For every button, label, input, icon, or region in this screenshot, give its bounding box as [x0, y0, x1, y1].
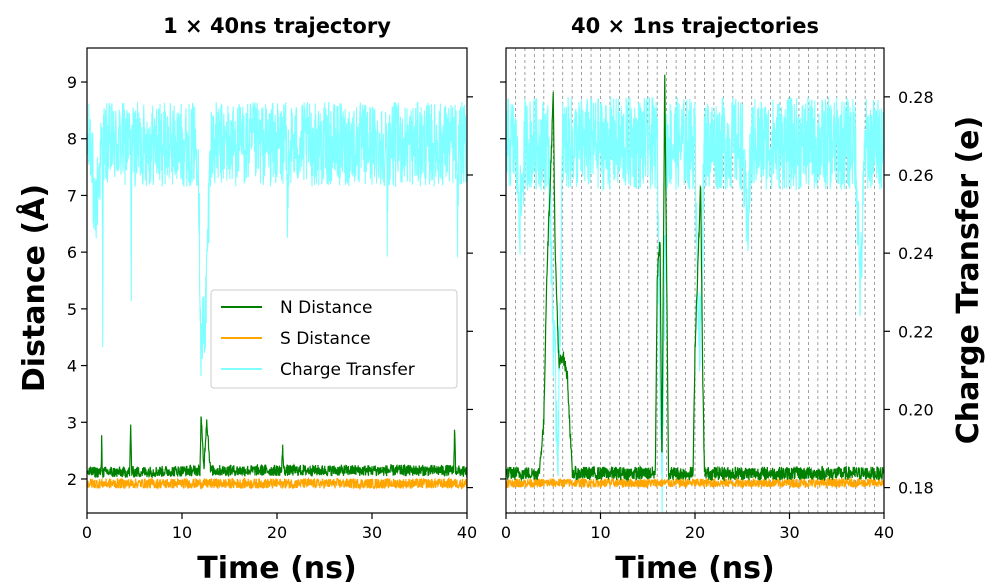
left-x-tick-label: 20	[267, 523, 287, 542]
left-y-tick-label: 9	[67, 73, 77, 92]
left-y-tick-label: 8	[67, 130, 77, 149]
legend-charge-transfer-label: Charge Transfer	[280, 360, 415, 380]
right-y-tick-label: 0.24	[898, 244, 934, 263]
left-series-group	[87, 101, 467, 491]
left-s-distance-line	[87, 476, 467, 491]
left-x-tick-label: 10	[172, 523, 192, 542]
right-n-distance-line	[506, 74, 884, 482]
left-y-tick-label: 4	[67, 357, 77, 376]
left-charge-transfer-line	[87, 101, 467, 376]
right-x-tick-label: 10	[590, 523, 610, 542]
right-y-tick-label: 0.18	[898, 479, 934, 498]
left-y-tick-label: 6	[67, 243, 77, 262]
right-s-distance-line	[506, 476, 884, 490]
left-y-axis-label: Distance (Å)	[15, 184, 52, 392]
right-chart-title: 40 × 1ns trajectories	[571, 14, 819, 38]
right-charge-transfer-line	[506, 96, 884, 513]
left-y-tick-label: 3	[67, 413, 77, 432]
legend-box	[210, 289, 458, 389]
left-chart-title: 1 × 40ns trajectory	[163, 14, 391, 38]
legend-s-distance-label: S Distance	[280, 329, 371, 349]
left-y-tick-label: 7	[67, 186, 77, 205]
left-x-tick-label: 40	[457, 523, 477, 542]
left-y-tick-label: 2	[67, 470, 77, 489]
right-y-tick-label: 0.28	[898, 88, 934, 107]
left-x-tick-label: 30	[362, 523, 382, 542]
left-n-distance-line	[87, 416, 467, 479]
right-x-tick-label: 30	[779, 523, 799, 542]
right-series-group	[506, 48, 884, 513]
right-plot-area: 0 10 20 30 40 0.18 0.20 0.22 0.24 0.26 0.28	[500, 47, 934, 542]
left-x-axis-label: Time (ns)	[197, 551, 356, 584]
left-x-tick-label: 0	[82, 523, 92, 542]
right-y-tick-label: 0.20	[898, 400, 934, 419]
right-y-tick-label: 0.22	[898, 322, 934, 341]
legend: N Distance S Distance Charge Transfer	[210, 289, 458, 389]
right-y-tick-label: 0.26	[898, 166, 934, 185]
right-x-tick-label: 40	[874, 523, 894, 542]
right-x-tick-label: 20	[685, 523, 705, 542]
left-plot-area: 2 3 4 5 6 7 8 9 0 10 20 30 40	[67, 47, 477, 542]
right-x-tick-label: 0	[501, 523, 511, 542]
right-y-axis-label: Charge Transfer (e)	[951, 116, 986, 445]
right-x-axis-label: Time (ns)	[615, 551, 774, 584]
left-y-tick-label: 5	[67, 300, 77, 319]
legend-n-distance-label: N Distance	[280, 298, 372, 318]
